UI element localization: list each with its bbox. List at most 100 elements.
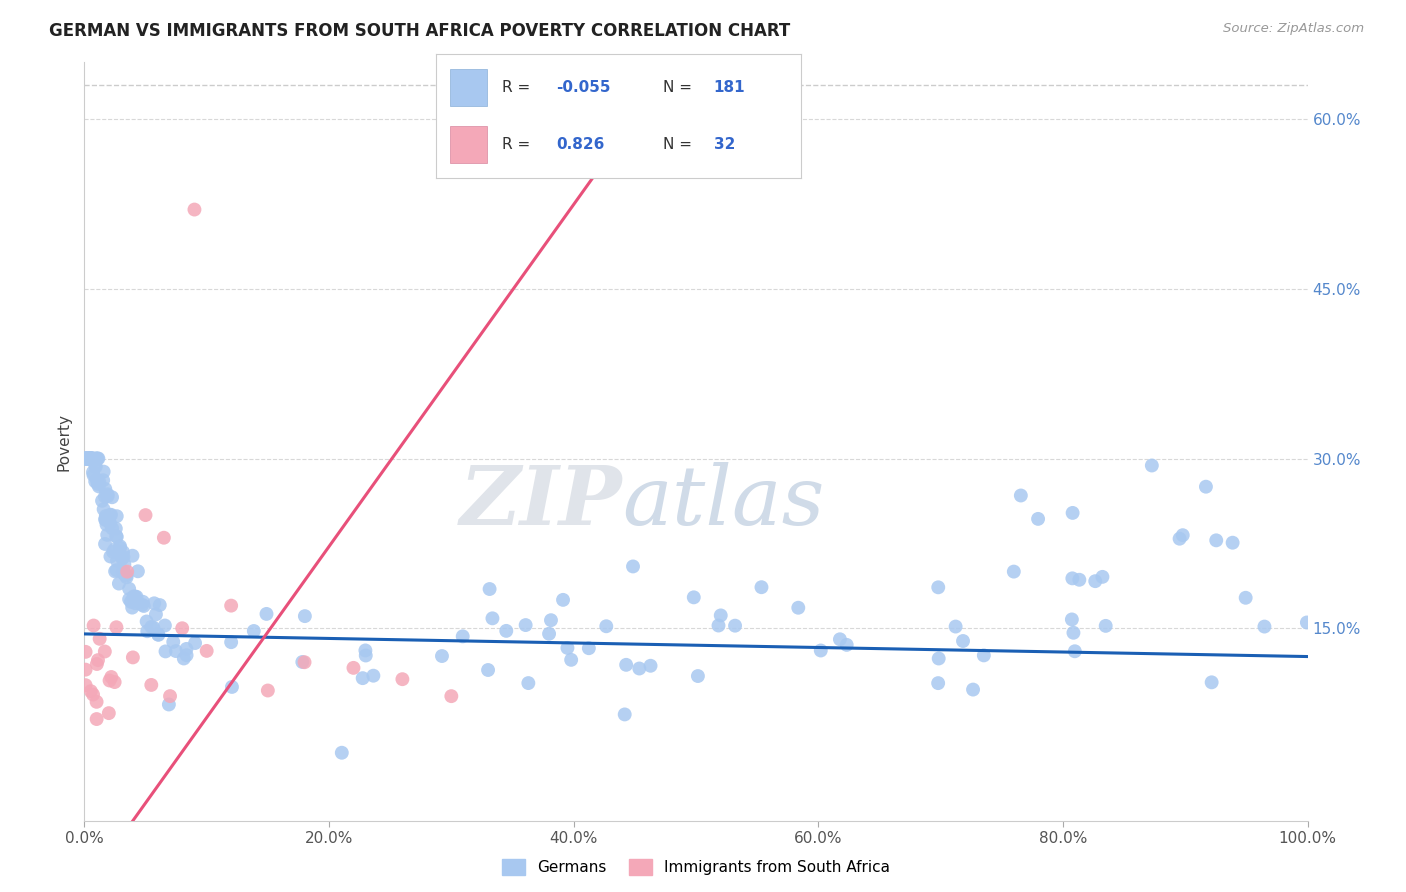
Point [108, 576, 131, 591]
Point [96, 517, 118, 532]
Text: 181: 181 [714, 79, 745, 95]
Point [952, 634, 974, 648]
Point [86, 476, 108, 491]
Point [75, 451, 97, 466]
Point [76, 451, 98, 466]
Point [440, 689, 463, 703]
Point [451, 629, 474, 643]
Point [87, 451, 110, 466]
FancyBboxPatch shape [450, 69, 486, 106]
FancyBboxPatch shape [450, 126, 486, 163]
Point [118, 592, 141, 607]
Point [613, 707, 636, 722]
Point [148, 627, 170, 641]
Point [810, 643, 832, 657]
Point [91, 493, 114, 508]
Point [165, 644, 187, 658]
Point [76, 451, 98, 466]
Text: 32: 32 [714, 137, 735, 153]
Point [79, 451, 101, 466]
Point [363, 669, 385, 683]
Point [80, 451, 103, 466]
Point [122, 590, 145, 604]
Point [153, 618, 176, 632]
Point [153, 531, 176, 545]
Point [93, 465, 115, 479]
Point [495, 624, 517, 638]
Point [111, 565, 134, 579]
Point [94, 513, 117, 527]
Point [122, 650, 145, 665]
Point [122, 591, 145, 605]
Point [101, 545, 124, 559]
Point [135, 615, 157, 629]
Point [481, 611, 503, 625]
Point [173, 651, 195, 665]
Point [219, 599, 242, 613]
Point [1222, 535, 1244, 549]
Point [294, 609, 316, 624]
Point [94, 644, 117, 658]
Point [354, 643, 377, 657]
Text: GERMAN VS IMMIGRANTS FROM SOUTH AFRICA POVERTY CORRELATION CHART: GERMAN VS IMMIGRANTS FROM SOUTH AFRICA P… [49, 22, 790, 40]
Point [155, 644, 177, 658]
Point [1084, 574, 1107, 589]
Point [101, 521, 124, 535]
Point [1062, 625, 1084, 640]
Point [221, 680, 243, 694]
Point [621, 559, 644, 574]
Point [724, 618, 747, 632]
Point [1026, 512, 1049, 526]
Point [927, 580, 949, 594]
Point [927, 676, 949, 690]
Point [640, 658, 662, 673]
Point [135, 508, 157, 522]
Point [159, 689, 181, 703]
Point [256, 607, 278, 621]
Point [342, 661, 364, 675]
Point [330, 746, 353, 760]
Point [184, 636, 207, 650]
Text: ZIP: ZIP [460, 462, 623, 542]
Point [1094, 619, 1116, 633]
Point [120, 595, 142, 609]
Point [477, 663, 499, 677]
Point [143, 596, 166, 610]
Point [75, 678, 97, 692]
Text: atlas: atlas [623, 462, 825, 542]
Point [787, 600, 810, 615]
Point [157, 698, 180, 712]
Point [1002, 565, 1025, 579]
Point [80, 451, 103, 466]
Point [112, 564, 135, 578]
Point [84, 475, 107, 489]
Point [127, 564, 149, 578]
Point [105, 509, 128, 524]
Point [82, 465, 104, 479]
Text: 0.826: 0.826 [557, 137, 605, 153]
Point [83, 618, 105, 632]
Point [111, 545, 134, 559]
Point [87, 653, 110, 667]
Point [94, 512, 117, 526]
Point [148, 628, 170, 642]
Point [103, 542, 125, 557]
Point [962, 682, 984, 697]
Point [96, 528, 118, 542]
Text: -0.055: -0.055 [557, 79, 612, 95]
Point [707, 618, 730, 632]
Text: R =: R = [502, 79, 530, 95]
Point [595, 619, 617, 633]
Point [104, 565, 127, 579]
Point [686, 669, 709, 683]
Point [132, 599, 155, 613]
Point [149, 598, 172, 612]
Point [86, 657, 108, 671]
Point [141, 620, 163, 634]
Point [80, 451, 103, 466]
Point [945, 619, 967, 633]
Point [136, 624, 159, 639]
Point [75, 451, 97, 466]
Point [176, 641, 198, 656]
Point [79, 451, 101, 466]
